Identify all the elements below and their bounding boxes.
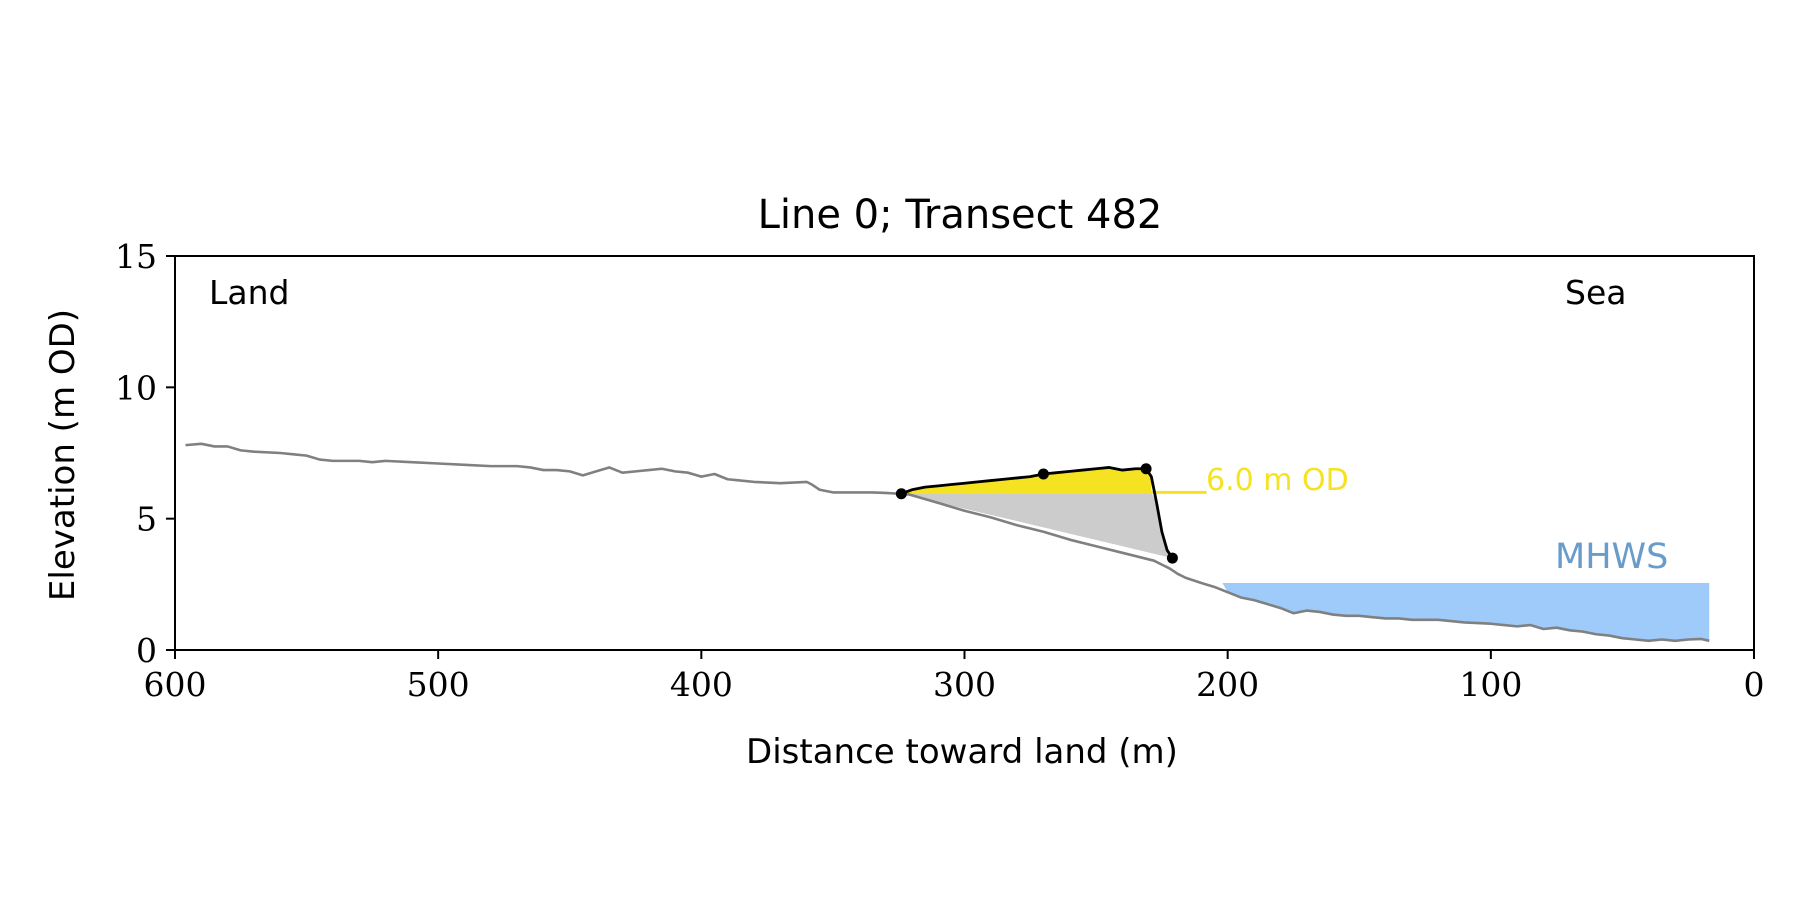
x-axis-label: Distance toward land (m) <box>746 732 1178 772</box>
line-layer <box>185 442 1710 643</box>
x-tick-label: 0 <box>1744 665 1765 704</box>
cliff-line <box>900 466 1174 559</box>
mhws-label: MHWS <box>1555 537 1668 577</box>
x-tick-label: 200 <box>1196 665 1259 704</box>
y-tick-label: 10 <box>115 368 157 407</box>
y-tick-label: 0 <box>136 631 157 670</box>
ticks-layer: 600 500 400 300 200 100 0 0 5 10 15 <box>115 237 1765 704</box>
fill-layer <box>901 467 1710 641</box>
x-tick-label: 500 <box>407 665 470 704</box>
x-tick-label: 300 <box>933 665 996 704</box>
x-tick-label: 600 <box>144 665 207 704</box>
cliff-point <box>1037 468 1049 480</box>
cliff-point <box>895 488 907 500</box>
points-layer <box>895 463 1178 564</box>
x-tick-label: 100 <box>1459 665 1522 704</box>
above-threshold-fill <box>901 467 1152 493</box>
cliff-point <box>1166 552 1178 564</box>
threshold-label: 6.0 m OD <box>1206 463 1349 498</box>
x-tick-label: 400 <box>670 665 733 704</box>
chart-title: Line 0; Transect 482 <box>758 192 1163 238</box>
sea-label: Sea <box>1565 273 1626 312</box>
profile-line <box>185 442 1710 643</box>
y-axis-label: Elevation (m OD) <box>43 309 83 601</box>
y-tick-label: 5 <box>136 500 157 539</box>
mhws-fill <box>1222 583 1710 641</box>
cliff-volume-fill <box>901 492 1173 559</box>
y-tick-label: 15 <box>115 237 157 276</box>
cliff-point <box>1140 463 1152 475</box>
land-label: Land <box>209 273 289 312</box>
